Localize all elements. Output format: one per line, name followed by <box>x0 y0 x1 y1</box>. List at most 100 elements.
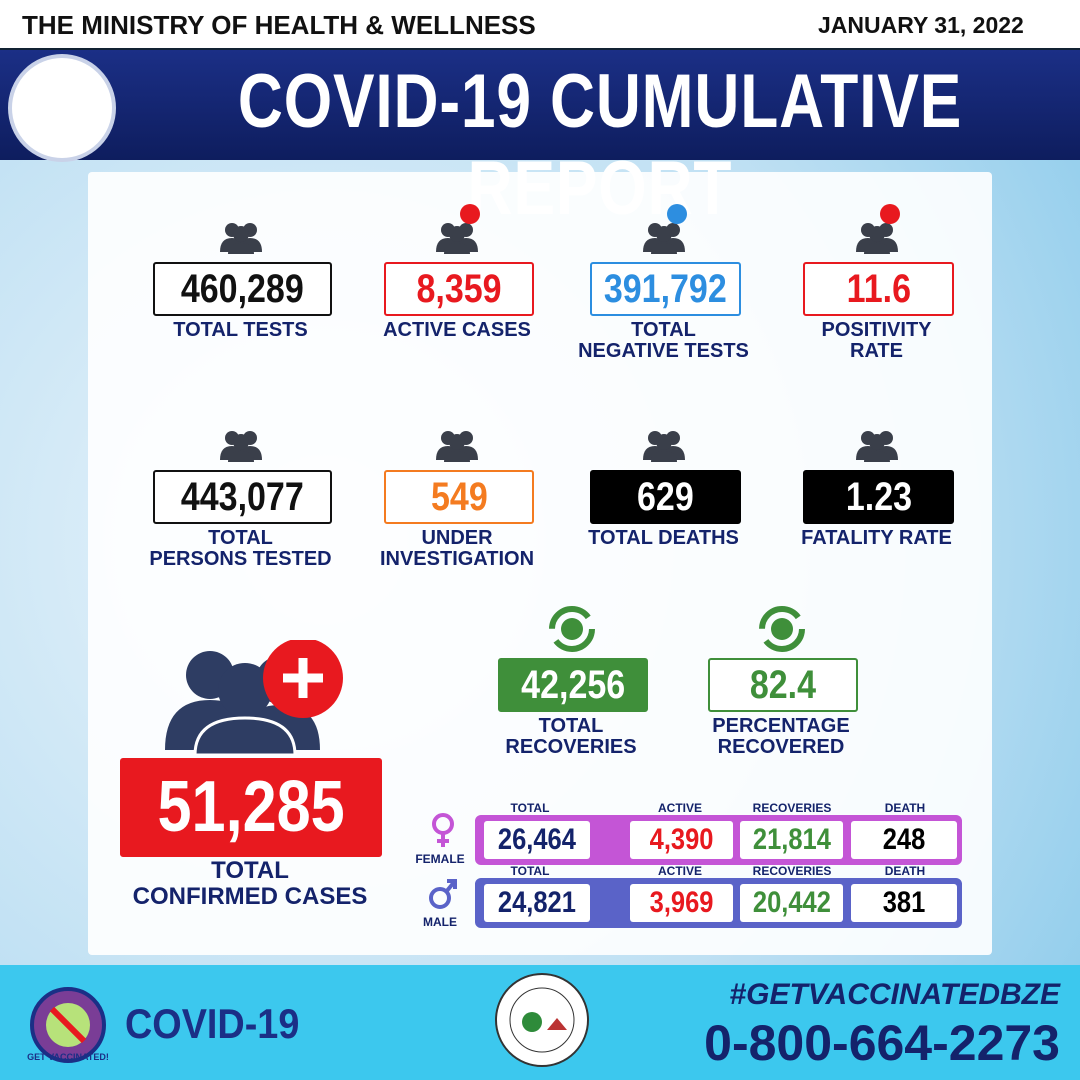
stat-label: FATALITY RATE <box>767 528 987 549</box>
stat-box: 1.23 <box>803 470 954 524</box>
stat-label: UNDER INVESTIGATION <box>347 528 567 570</box>
stat-label: TOTAL PERSONS TESTED <box>131 528 351 570</box>
gender-row: 24,821 3,969 20,442 381 <box>475 878 962 928</box>
stat-icon <box>219 431 262 462</box>
title-banner <box>0 50 1080 160</box>
stat-icon <box>642 431 685 462</box>
stat-icon <box>436 204 480 254</box>
gender-value: 26,464 <box>497 823 576 856</box>
label-line: RATE <box>850 340 903 362</box>
stat-icon <box>855 431 898 462</box>
stat-box: 629 <box>590 470 741 524</box>
gender-cell: 20,442 <box>740 884 843 922</box>
column-header: DEATH <box>884 864 926 878</box>
hashtag: #GETVACCINATEDBZE <box>729 978 1060 1011</box>
gender-icon <box>432 813 454 847</box>
stat-box: 8,359 <box>384 262 534 316</box>
gender-cell: 3,969 <box>630 884 733 922</box>
gender-symbol <box>428 813 458 858</box>
recovery-value: 42,256 <box>521 663 625 707</box>
label-line: RECOVERIES <box>505 736 637 758</box>
stat-box: 549 <box>384 470 534 524</box>
label-line: UNDER <box>421 527 493 549</box>
recovery-label: TOTAL RECOVERIES <box>461 716 681 758</box>
gender-value: 24,821 <box>497 886 576 919</box>
stat-icon <box>219 223 262 254</box>
recovery-label: PERCENTAGE RECOVERED <box>671 716 891 758</box>
label-line: RECOVERED <box>717 736 845 758</box>
stat-label: TOTAL TESTS <box>131 320 351 341</box>
recovery-box: 82.4 <box>708 658 858 712</box>
label-line: PERCENTAGE <box>712 715 850 737</box>
recovery-value: 82.4 <box>749 663 817 707</box>
column-header: ACTIVE <box>657 864 702 878</box>
report-date: JANUARY 31, 2022 <box>818 12 1024 38</box>
stat-value: 549 <box>430 475 488 519</box>
ministry-seal <box>495 973 589 1067</box>
vaccine-badge <box>30 987 106 1063</box>
stat-value: 629 <box>637 475 694 519</box>
label-line: PERSONS TESTED <box>149 548 332 570</box>
gender-cell: 24,821 <box>484 884 590 922</box>
gender-cell: 4,390 <box>630 821 733 859</box>
recovery-box: 42,256 <box>498 658 648 712</box>
stat-icon <box>855 204 900 254</box>
column-header: TOTAL <box>510 864 550 878</box>
stat-box: 443,077 <box>153 470 332 524</box>
stat-label: TOTAL NEGATIVE TESTS <box>554 320 774 362</box>
column-header: ACTIVE <box>657 801 702 815</box>
confirmed-text: 51,285 <box>157 767 345 847</box>
label-line: ACTIVE CASES <box>383 319 531 341</box>
column-header: RECOVERIES <box>752 864 832 878</box>
label-line: TOTAL <box>208 527 273 549</box>
gender-value: 248 <box>882 823 926 856</box>
gender-cell: 248 <box>851 821 957 859</box>
stat-value: 1.23 <box>845 475 912 519</box>
label-line: TOTAL TESTS <box>173 319 308 341</box>
gender-value: 4,390 <box>649 823 714 856</box>
stat-label: ACTIVE CASES <box>347 320 567 341</box>
label-line: POSITIVITY <box>821 319 932 341</box>
column-header: RECOVERIES <box>752 801 832 815</box>
label-line: INVESTIGATION <box>379 548 535 570</box>
gender-name: MALE <box>423 915 457 929</box>
label-line: TOTAL DEATHS <box>588 527 739 549</box>
gender-icon <box>429 879 457 909</box>
stat-value: 8,359 <box>416 267 502 311</box>
stat-box: 11.6 <box>803 262 954 316</box>
gender-value: 20,442 <box>752 886 831 919</box>
gender-value: 381 <box>882 886 926 919</box>
label-line: TOTAL <box>538 715 604 737</box>
stat-icon <box>642 204 687 254</box>
gender-name: FEMALE <box>415 852 465 866</box>
top-bar <box>0 0 1080 50</box>
stat-box: 460,289 <box>153 262 332 316</box>
gender-cell: 26,464 <box>484 821 590 859</box>
hotline: 0-800-664-2273 <box>704 1015 1060 1071</box>
stat-box: 391,792 <box>590 262 741 316</box>
confirmed-value: 51,285 <box>120 758 382 857</box>
gender-symbol <box>428 876 458 921</box>
label-line: TOTAL <box>631 319 696 341</box>
recovery-icon <box>759 606 805 652</box>
flag-emblem <box>8 54 116 162</box>
stat-icon <box>436 431 478 462</box>
gender-value: 3,969 <box>649 886 714 919</box>
stat-label: POSITIVITY RATE <box>767 320 987 362</box>
confirmed-icon <box>165 640 343 755</box>
gender-cell: 381 <box>851 884 957 922</box>
confirmed-label: TOTAL CONFIRMED CASES <box>100 858 400 910</box>
label-line: FATALITY RATE <box>801 527 952 549</box>
column-header: DEATH <box>884 801 926 815</box>
ministry-name: THE MINISTRY OF HEALTH & WELLNESS <box>22 10 536 40</box>
stat-label: TOTAL DEATHS <box>554 528 774 549</box>
recovery-icon <box>549 606 595 652</box>
stat-value: 11.6 <box>846 267 911 311</box>
label-line: TOTAL <box>211 857 289 884</box>
covid-logo: COVID-19 <box>125 1000 300 1047</box>
gender-value: 21,814 <box>752 823 831 856</box>
label-line: CONFIRMED CASES <box>132 883 368 910</box>
stat-value: 460,289 <box>181 267 304 311</box>
gender-row: 26,464 4,390 21,814 248 <box>475 815 962 865</box>
